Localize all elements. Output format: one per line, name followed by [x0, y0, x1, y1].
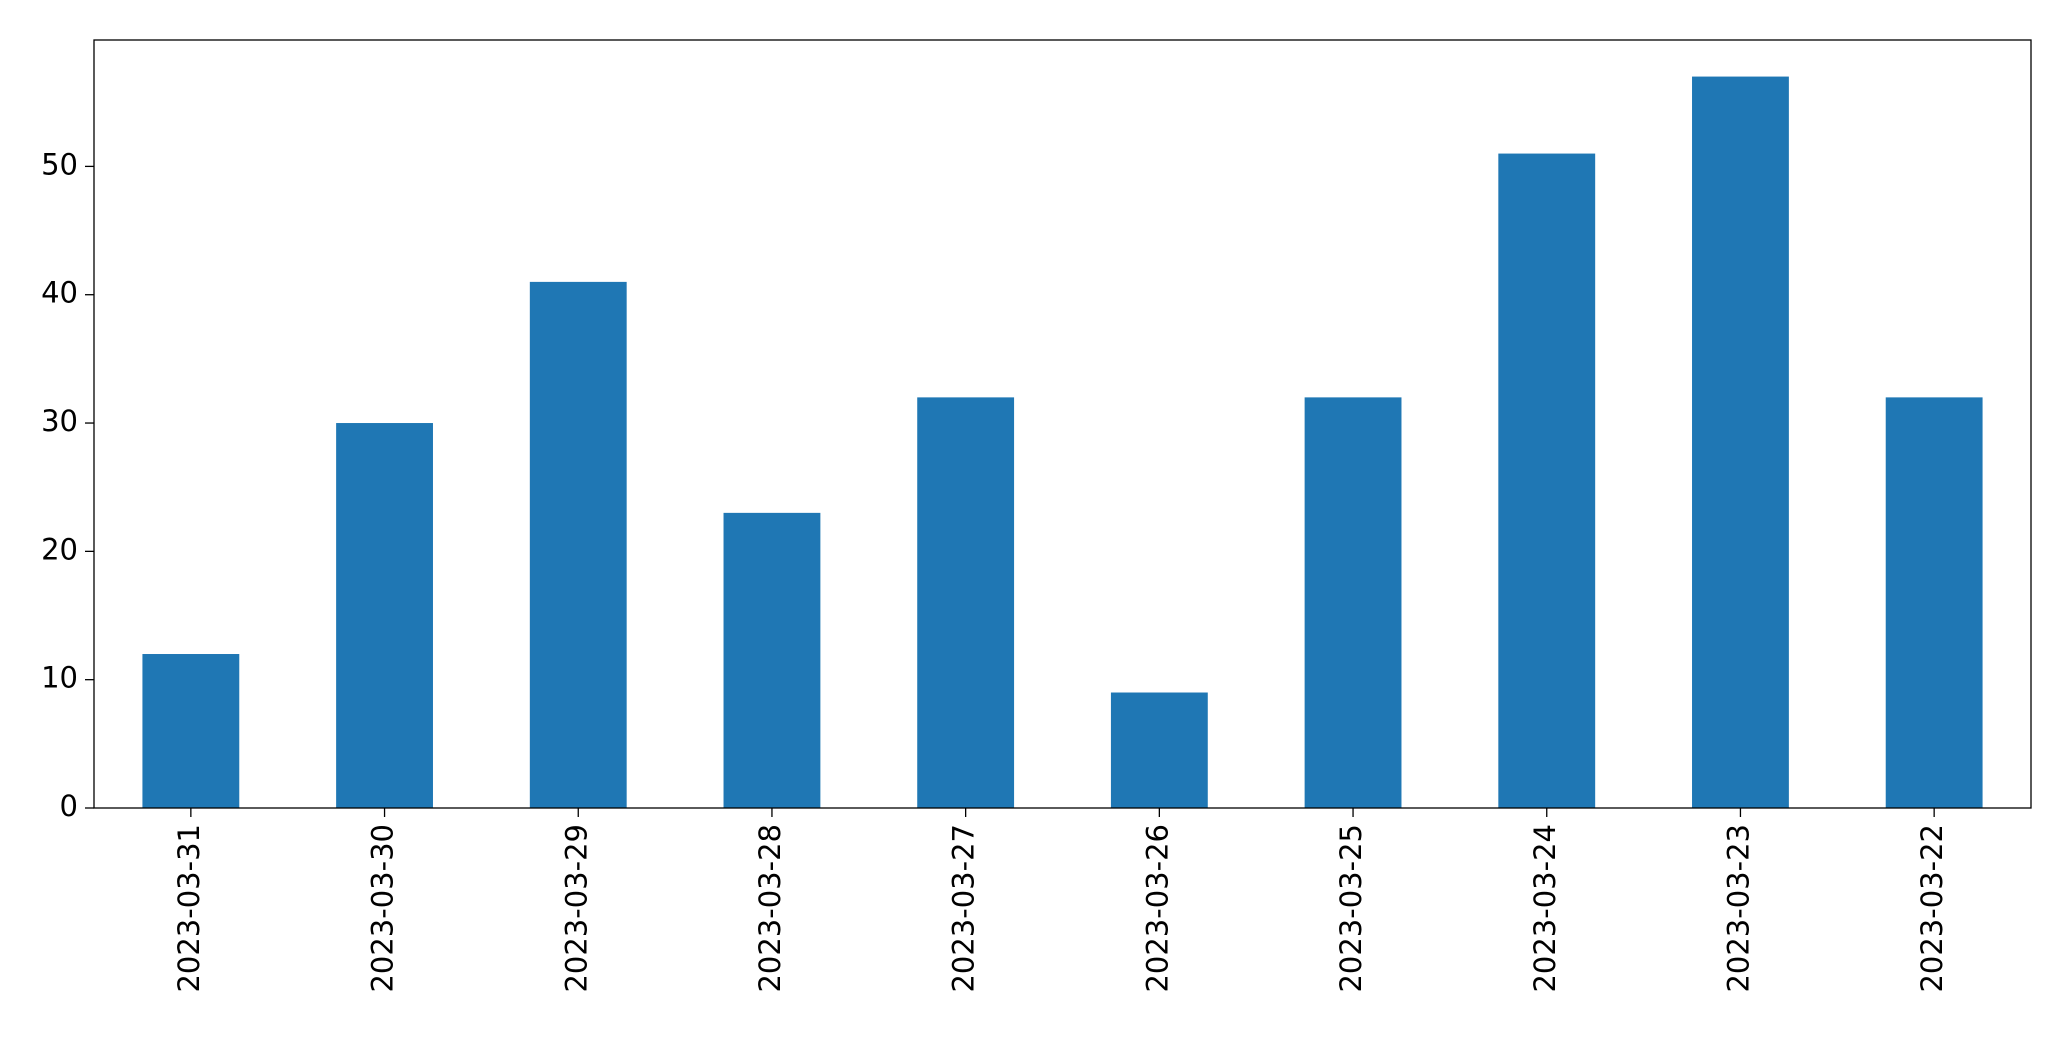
x-tick-label: 2023-03-28	[753, 824, 787, 993]
x-tick-label: 2023-03-25	[1334, 824, 1368, 993]
bar	[142, 654, 240, 808]
y-tick-label: 20	[41, 532, 78, 566]
y-tick-label: 50	[41, 147, 78, 181]
x-tick-label: 2023-03-23	[1721, 824, 1755, 993]
bar	[723, 512, 821, 808]
plot-frame	[93, 39, 2032, 809]
x-tick-label: 2023-03-30	[366, 824, 400, 993]
y-tick-label: 0	[60, 789, 78, 823]
x-tick-label: 2023-03-26	[1140, 824, 1174, 993]
x-tick-label: 2023-03-29	[559, 824, 593, 993]
bar	[529, 281, 627, 808]
x-tick-label: 2023-03-31	[172, 824, 206, 993]
y-tick-label: 40	[41, 276, 78, 310]
bar	[1885, 397, 1983, 808]
x-tick-label: 2023-03-24	[1528, 824, 1562, 993]
bar	[1498, 153, 1596, 808]
bar	[1110, 692, 1208, 808]
bar	[336, 423, 433, 808]
bar	[1304, 397, 1402, 808]
y-tick-label: 10	[41, 661, 78, 695]
bar	[917, 397, 1015, 808]
bar	[1692, 76, 1789, 809]
x-tick-label: 2023-03-27	[947, 824, 981, 993]
y-tick-label: 30	[41, 404, 78, 438]
x-tick-label: 2023-03-22	[1915, 824, 1949, 993]
